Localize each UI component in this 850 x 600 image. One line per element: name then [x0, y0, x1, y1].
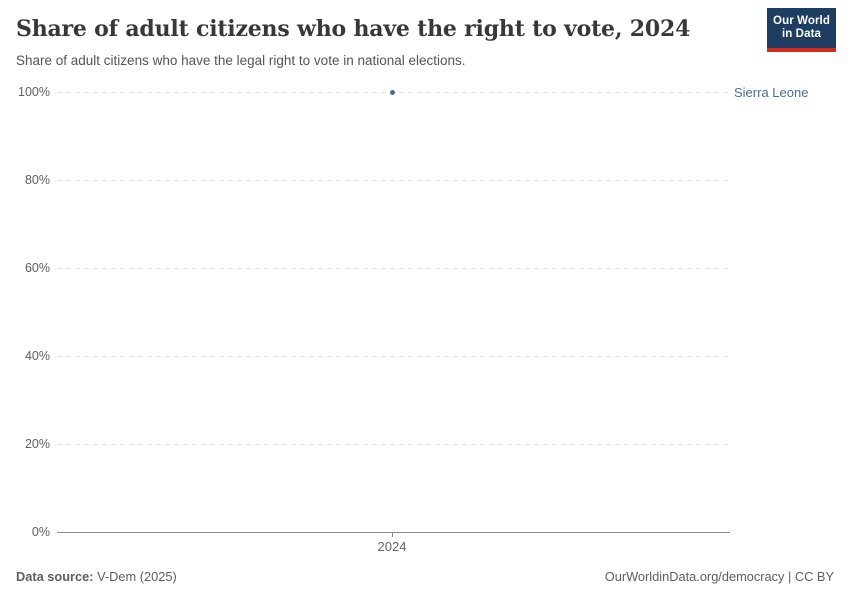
y-tick-label: 20%	[24, 437, 50, 451]
y-gridline	[57, 267, 730, 269]
y-gridline	[57, 179, 730, 181]
data-source-label: Data source:	[16, 569, 94, 584]
owid-logo-line1: Our World	[773, 15, 830, 27]
y-tick-label: 40%	[24, 349, 50, 363]
license-link[interactable]: OurWorldinData.org/democracy | CC BY	[604, 569, 834, 584]
y-tick-label: 60%	[24, 261, 50, 275]
x-axis-line	[57, 531, 730, 533]
chart-title: Share of adult citizens who have the rig…	[16, 16, 691, 42]
x-tick-mark	[392, 532, 393, 537]
data-source-value: V-Dem (2025)	[93, 569, 177, 584]
owid-logo-line2: in Data	[781, 28, 822, 40]
y-gridline	[57, 355, 730, 357]
x-tick-label: 2024	[377, 539, 407, 554]
owid-logo[interactable]: Our World in Data	[767, 8, 836, 52]
data-source-note: Data source: V-Dem (2025)	[16, 569, 177, 585]
entity-label[interactable]: Sierra Leone	[734, 85, 809, 100]
y-tick-label: 0%	[31, 525, 50, 539]
y-tick-label: 80%	[24, 173, 50, 187]
y-tick-label: 100%	[18, 85, 50, 99]
data-point-sierra-leone[interactable]	[389, 89, 395, 95]
chart-subtitle: Share of adult citizens who have the leg…	[16, 53, 466, 68]
y-gridline	[57, 443, 730, 445]
